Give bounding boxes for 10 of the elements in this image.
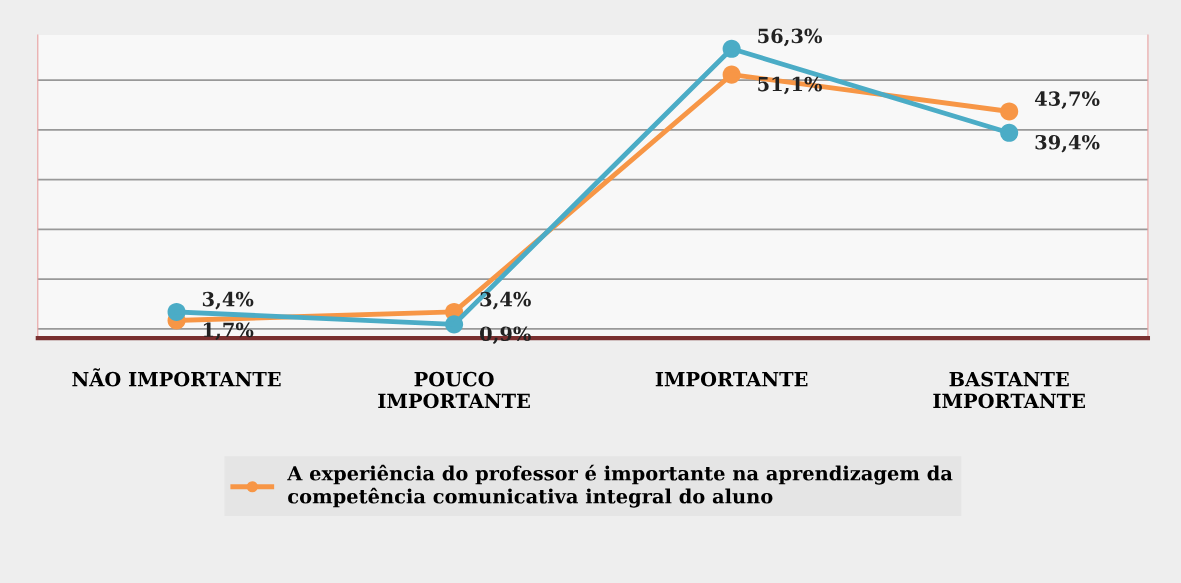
x-tick-label: POUCO IMPORTANTE	[378, 371, 530, 409]
data-label: 43,7%	[1034, 91, 1100, 109]
data-label: 3,4%	[202, 291, 254, 310]
x-tick-label: BASTANTE IMPORTANTE	[933, 371, 1085, 409]
x-tick-label: NÃO IMPORTANTE	[72, 368, 281, 387]
legend-label: A experiência do professor é importante na aprendizagem da competência comunicativa integral do aluno	[287, 464, 953, 508]
data-label: 3,4%	[480, 291, 531, 310]
data-label: 56,3%	[758, 28, 822, 47]
data-label: 39,4%	[1035, 134, 1100, 153]
x-tick-label: IMPORTANTE	[655, 371, 808, 387]
